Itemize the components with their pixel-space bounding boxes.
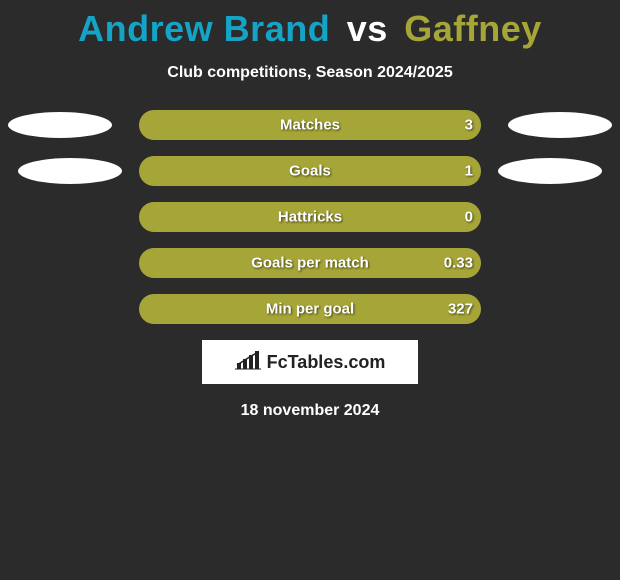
stat-label: Min per goal — [266, 301, 354, 318]
comparison-title: Andrew Brand vs Gaffney — [0, 0, 620, 50]
stat-bar-track: Matches 3 — [139, 110, 481, 140]
stat-row: Goals 1 — [0, 156, 620, 186]
stat-label: Goals per match — [251, 255, 369, 272]
stat-row: Min per goal 327 — [0, 294, 620, 324]
stat-label: Matches — [280, 117, 340, 134]
stat-value-right: 327 — [448, 301, 473, 318]
stat-label: Hattricks — [278, 209, 342, 226]
stat-bar-track: Goals per match 0.33 — [139, 248, 481, 278]
stat-row: Goals per match 0.33 — [0, 248, 620, 278]
player2-name: Gaffney — [404, 8, 542, 49]
stats-container: Matches 3 Goals 1 Hattricks 0 Goals per match 0… — [0, 110, 620, 324]
vs-separator: vs — [347, 8, 388, 49]
date-label: 18 november 2024 — [0, 402, 620, 420]
logo-box: FcTables.com — [202, 340, 418, 384]
stat-row: Matches 3 — [0, 110, 620, 140]
logo-chart-icon — [235, 349, 261, 376]
stat-value-right: 0.33 — [444, 255, 473, 272]
stat-label: Goals — [289, 163, 331, 180]
logo-text: FcTables.com — [267, 352, 386, 373]
stat-value-right: 1 — [465, 163, 473, 180]
stat-value-right: 0 — [465, 209, 473, 226]
stat-row: Hattricks 0 — [0, 202, 620, 232]
stat-value-right: 3 — [465, 117, 473, 134]
subtitle: Club competitions, Season 2024/2025 — [0, 64, 620, 82]
stat-bar-track: Min per goal 327 — [139, 294, 481, 324]
stat-bar-track: Goals 1 — [139, 156, 481, 186]
player1-name: Andrew Brand — [78, 8, 330, 49]
stat-bar-track: Hattricks 0 — [139, 202, 481, 232]
